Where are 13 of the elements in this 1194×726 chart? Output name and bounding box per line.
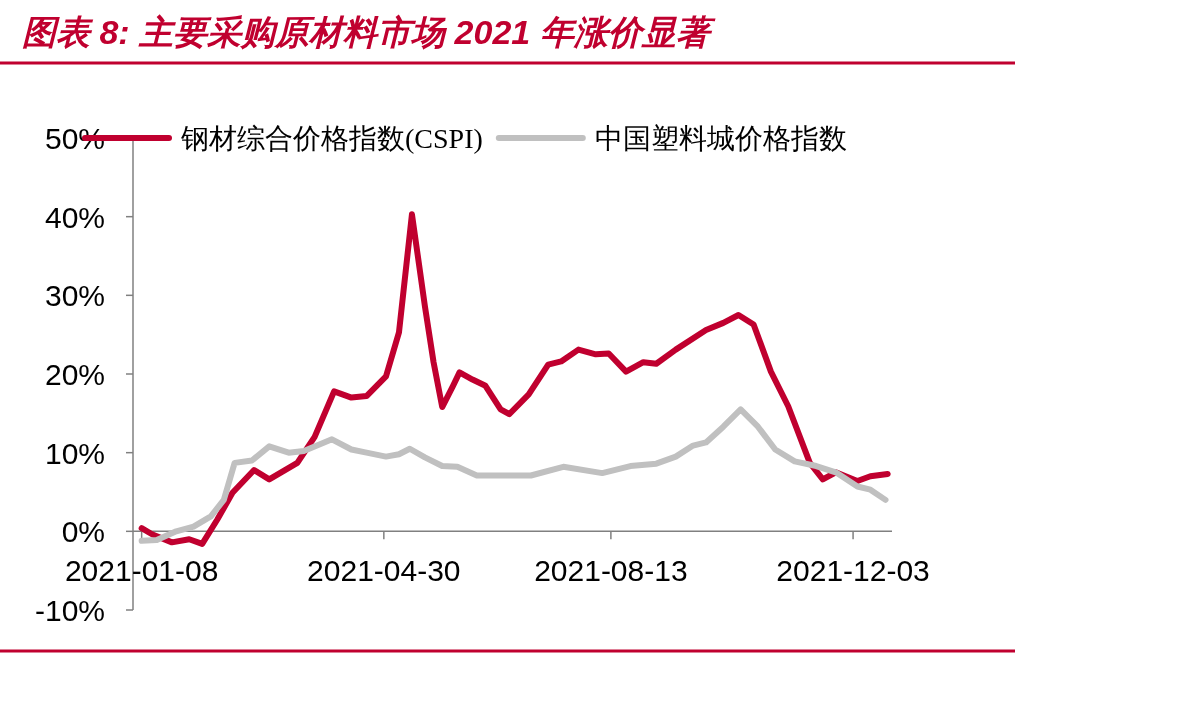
y-tick-label: -10%	[34, 594, 105, 627]
y-tick-label: 30%	[44, 279, 105, 313]
chart-title: 图表 8: 主要采购原材料市场 2021 年涨价显著	[22, 13, 716, 51]
y-tick-label: 0%	[61, 515, 105, 549]
x-tick-label: 2021-12-03	[776, 554, 930, 588]
y-tick-label: 20%	[44, 358, 105, 391]
y-tick-label: 40%	[44, 200, 105, 234]
x-tick-label: 2021-04-30	[307, 554, 461, 588]
legend-label: 中国塑料城价格指数	[594, 123, 847, 154]
x-tick-label: 2021-08-13	[534, 554, 688, 588]
legend-label: 钢材综合价格指数(CSPI)	[180, 123, 483, 154]
x-tick-label: 2021-01-08	[64, 554, 219, 588]
y-tick-label: 10%	[44, 436, 105, 470]
